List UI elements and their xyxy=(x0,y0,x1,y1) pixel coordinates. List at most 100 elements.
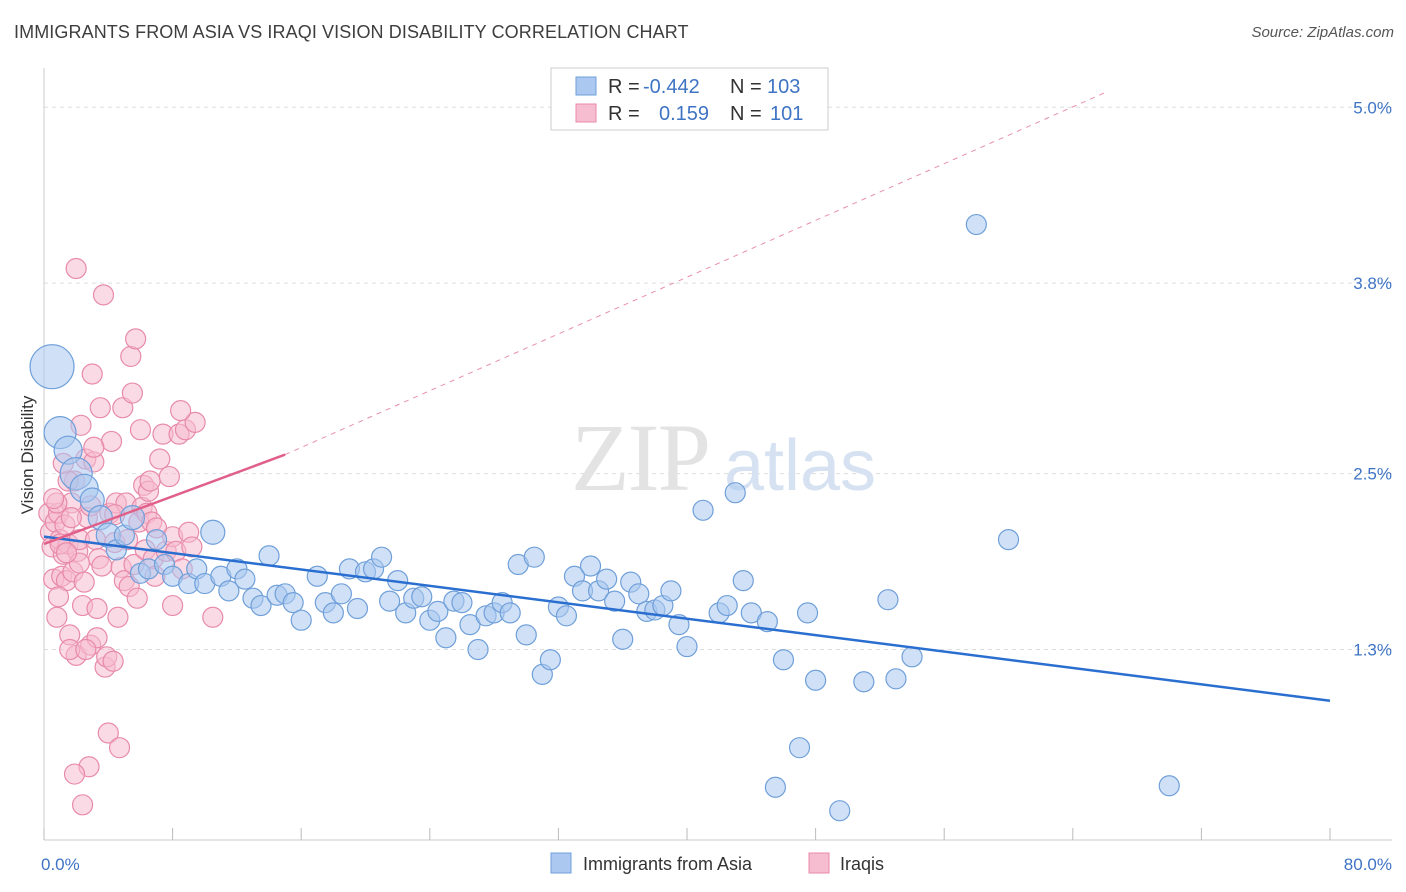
asia-point-0 xyxy=(29,344,75,390)
asia-point-89 xyxy=(829,800,851,822)
asia-point-46 xyxy=(427,600,449,623)
iraqis-point-34 xyxy=(92,284,115,306)
legend-r-value-asia: -0.442 xyxy=(643,76,700,98)
iraqis-point-98 xyxy=(55,542,78,564)
source-credit: Source: ZipAtlas.com xyxy=(1251,24,1394,41)
asia-point-88 xyxy=(804,669,827,691)
grid-lines xyxy=(44,106,1392,650)
asia-point-34 xyxy=(330,583,352,605)
asia-point-31 xyxy=(306,565,328,587)
iraqis-point-97 xyxy=(86,597,108,620)
iraqis-point-78 xyxy=(181,536,203,558)
asia-point-36 xyxy=(346,597,369,620)
iraqis-point-22 xyxy=(73,571,95,593)
legend-r-label-asia: R = xyxy=(608,76,640,98)
legend-swatch-asia xyxy=(575,76,597,96)
iraqis-point-85 xyxy=(170,400,192,422)
asia-point-80 xyxy=(716,594,738,617)
asia-point-69 xyxy=(612,628,634,650)
asia-point-92 xyxy=(885,668,907,690)
y-tick-label-1: 2.5% xyxy=(1353,465,1392,484)
iraqis-point-39 xyxy=(100,430,123,453)
asia-point-96 xyxy=(997,528,1020,551)
asia-point-40 xyxy=(379,590,401,612)
iraqis-point-99 xyxy=(43,487,65,510)
asia-point-91 xyxy=(877,589,899,611)
asia-point-90 xyxy=(853,671,875,693)
iraqis-point-68 xyxy=(149,448,171,470)
iraqis-point-51 xyxy=(120,345,142,368)
asia-point-95 xyxy=(965,213,987,236)
trend-lines xyxy=(43,92,1331,703)
asia-point-26 xyxy=(258,545,280,567)
asia-point-97 xyxy=(1158,775,1180,797)
legend: R = -0.442 N = 103 R = 0.159 N = 101 xyxy=(550,67,829,131)
asia-point-82 xyxy=(732,570,754,592)
asia-point-10 xyxy=(119,505,146,531)
x-tick-label-min: 0.0% xyxy=(41,855,80,874)
iraqis-point-37 xyxy=(97,722,119,744)
asia-point-77 xyxy=(676,635,698,658)
asia-point-81 xyxy=(724,482,746,504)
chart-title: IMMIGRANTS FROM ASIA VS IRAQI VISION DIS… xyxy=(14,22,689,42)
iraqis-point-32 xyxy=(89,397,111,419)
asia-point-57 xyxy=(515,624,537,646)
y-tick-label-0: 1.3% xyxy=(1353,641,1392,660)
iraqis-point-71 xyxy=(158,465,180,488)
iraqis-point-40 xyxy=(102,650,124,672)
asia-point-65 xyxy=(579,555,602,577)
series-asia-points xyxy=(29,213,1180,822)
iraqis-point-46 xyxy=(112,397,134,419)
asia-point-21 xyxy=(218,580,240,602)
iraqis-point-83 xyxy=(71,794,94,816)
legend-r-label-iraqis: R = xyxy=(608,103,640,125)
series-iraqis-points xyxy=(38,257,224,816)
asia-point-55 xyxy=(499,602,521,624)
legend-n-value-asia: 103 xyxy=(767,76,800,98)
asia-point-12 xyxy=(145,528,168,551)
watermark-zip: ZIP xyxy=(571,404,709,511)
iraqis-point-44 xyxy=(108,737,131,759)
iraqis-trend-line-extended xyxy=(284,92,1106,456)
asia-point-58 xyxy=(523,546,545,568)
legend-box xyxy=(550,67,829,131)
iraqis-point-63 xyxy=(139,470,161,492)
bottom-legend-swatch-iraqis xyxy=(808,852,830,874)
iraqis-point-5 xyxy=(46,606,68,628)
asia-point-44 xyxy=(411,586,433,608)
iraqis-point-84 xyxy=(162,594,184,617)
x-tick-label-max: 80.0% xyxy=(1344,855,1392,874)
iraqis-point-54 xyxy=(125,328,147,350)
asia-point-49 xyxy=(451,592,473,614)
iraqis-trend-line xyxy=(43,453,286,546)
asia-point-60 xyxy=(539,649,561,671)
iraqis-point-52 xyxy=(121,382,144,404)
iraqis-point-80 xyxy=(65,257,87,280)
y-axis-title: Vision Disability xyxy=(18,395,37,514)
asia-point-86 xyxy=(788,737,811,759)
asia-point-47 xyxy=(435,627,457,649)
iraqis-point-43 xyxy=(107,606,129,628)
asia-point-39 xyxy=(370,546,393,568)
asia-point-33 xyxy=(322,602,344,624)
asia-point-62 xyxy=(555,605,578,627)
y-tick-labels: 1.3% 2.5% 3.8% 5.0% xyxy=(1353,98,1392,659)
iraqis-point-92 xyxy=(47,586,70,608)
legend-n-value-iraqis: 101 xyxy=(770,103,803,125)
asia-point-50 xyxy=(459,613,481,636)
iraqis-point-95 xyxy=(60,507,82,529)
asia-point-67 xyxy=(596,568,618,590)
asia-trend-line xyxy=(43,535,1331,703)
iraqis-point-57 xyxy=(129,419,152,441)
asia-point-94 xyxy=(764,776,787,798)
iraqis-point-90 xyxy=(83,436,105,458)
asia-point-75 xyxy=(660,580,682,602)
legend-n-label-asia: N = xyxy=(730,76,762,98)
iraqis-point-82 xyxy=(63,763,86,785)
asia-point-93 xyxy=(901,646,923,668)
asia-point-85 xyxy=(772,649,795,671)
bottom-legend-swatch-asia xyxy=(550,852,572,874)
bottom-legend-label-iraqis: Iraqis xyxy=(840,854,884,874)
asia-point-19 xyxy=(200,519,226,545)
